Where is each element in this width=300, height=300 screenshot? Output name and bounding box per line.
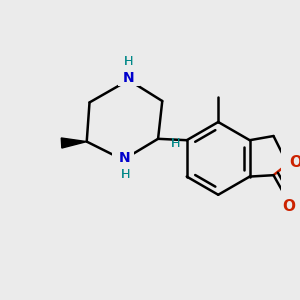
Text: O: O xyxy=(289,155,300,170)
Text: H: H xyxy=(171,136,180,149)
Text: N: N xyxy=(119,152,130,165)
Text: N: N xyxy=(123,71,134,85)
Text: H: H xyxy=(121,168,130,181)
Text: O: O xyxy=(289,155,300,170)
Polygon shape xyxy=(61,138,87,148)
Text: O: O xyxy=(282,199,296,214)
Text: H: H xyxy=(171,136,180,149)
Text: H: H xyxy=(124,56,134,68)
Text: O: O xyxy=(282,199,296,214)
Text: N: N xyxy=(123,71,134,85)
Text: N: N xyxy=(113,151,133,165)
Text: H: H xyxy=(121,168,130,181)
Text: N: N xyxy=(119,71,138,85)
Text: N: N xyxy=(119,152,130,165)
Text: H: H xyxy=(124,56,134,68)
